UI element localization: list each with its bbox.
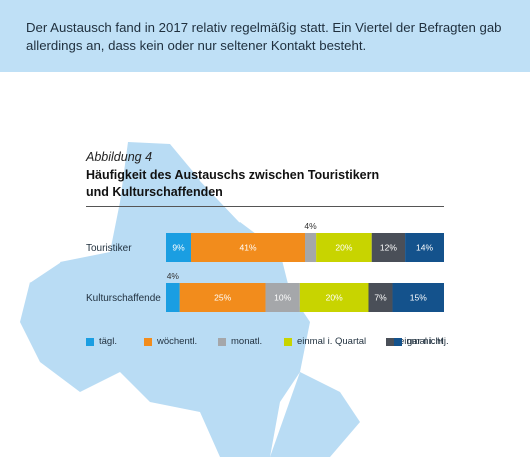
data-label: 9% bbox=[172, 243, 185, 253]
bar-segment bbox=[371, 233, 406, 262]
legend-swatch bbox=[386, 337, 394, 346]
bar-segment bbox=[316, 233, 372, 262]
data-label: 4% bbox=[167, 271, 180, 281]
figure-number: Abbildung 4 bbox=[86, 150, 153, 164]
data-label: 10% bbox=[274, 293, 291, 303]
legend-label: gar nicht bbox=[407, 336, 444, 347]
bar-segment bbox=[305, 233, 317, 262]
legend-item: wöchentl. bbox=[144, 336, 197, 347]
data-label: 4% bbox=[304, 221, 317, 231]
legend-item: einmal i. Hj. bbox=[386, 336, 449, 347]
legend-label: tägl. bbox=[99, 336, 117, 347]
data-label: 15% bbox=[410, 293, 427, 303]
data-label: 20% bbox=[335, 243, 352, 253]
legend-item: tägl. bbox=[86, 336, 117, 347]
data-label: 7% bbox=[374, 293, 387, 303]
legend-swatch bbox=[394, 337, 402, 346]
category-label: Touristiker bbox=[86, 243, 132, 254]
map-region-shape bbox=[20, 142, 310, 457]
map-border-line bbox=[29, 179, 241, 283]
figure-title-line-1: Häufigkeit des Austauschs zwischen Touri… bbox=[86, 168, 380, 182]
bar-segment bbox=[179, 283, 266, 312]
chart-legend: tägl. wöchentl. monatl. einmal i. Quartal ei… bbox=[86, 336, 449, 350]
bar-segment bbox=[191, 233, 305, 262]
data-label: 20% bbox=[326, 293, 343, 303]
figure-title-line-2: und Kulturschaffenden bbox=[86, 185, 223, 199]
legend-label: wöchentl. bbox=[157, 336, 198, 347]
map-region-shape-right bbox=[270, 372, 360, 457]
bar-segment bbox=[299, 283, 369, 312]
bar-segment bbox=[368, 283, 393, 312]
bar-segment bbox=[166, 233, 192, 262]
legend-swatch bbox=[86, 337, 94, 346]
legend-item: gar nicht bbox=[394, 336, 443, 347]
legend-swatch bbox=[218, 337, 226, 346]
legend-swatch bbox=[144, 337, 152, 346]
category-label: Kulturschaffende bbox=[86, 293, 161, 304]
legend-label: einmal i. Quartal bbox=[297, 336, 367, 347]
legend-label: monatl. bbox=[231, 336, 263, 347]
bar-segment bbox=[392, 283, 444, 312]
data-label: 14% bbox=[416, 243, 433, 253]
map-background bbox=[20, 142, 360, 457]
bar-segment bbox=[166, 283, 180, 312]
data-label: 41% bbox=[240, 243, 257, 253]
legend-item: monatl. bbox=[218, 336, 262, 347]
bar-segment bbox=[265, 283, 300, 312]
data-label: 12% bbox=[380, 243, 397, 253]
figure-title-rule bbox=[86, 206, 444, 207]
intro-banner: Der Austausch fand in 2017 relativ regel… bbox=[0, 0, 530, 72]
legend-item: einmal i. Quartal bbox=[284, 336, 366, 347]
intro-text: Der Austausch fand in 2017 relativ regel… bbox=[26, 20, 502, 53]
legend-swatch bbox=[284, 337, 292, 346]
data-label: 25% bbox=[214, 293, 231, 303]
legend-label: einmal i. Hj. bbox=[399, 336, 449, 347]
bar-segment bbox=[405, 233, 444, 262]
figure-title: Häufigkeit des Austauschs zwischen Touri… bbox=[86, 167, 426, 201]
